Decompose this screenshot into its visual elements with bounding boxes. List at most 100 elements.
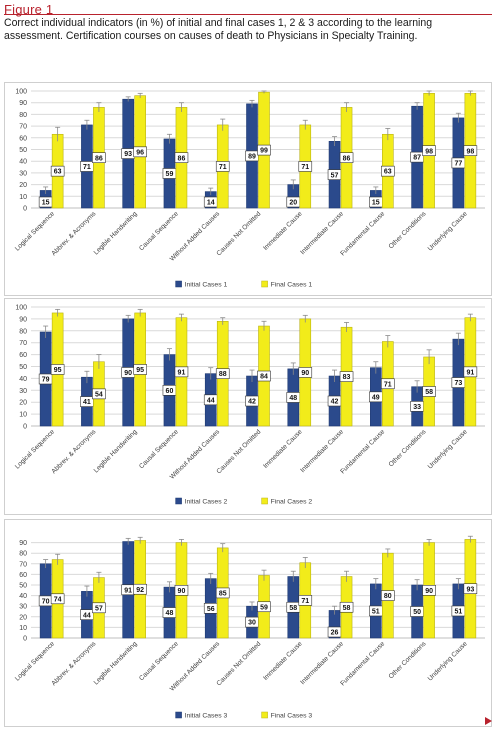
data-label: 96 — [136, 149, 144, 156]
data-label-box — [298, 367, 313, 378]
data-label: 15 — [372, 200, 380, 207]
y-tick-label: 90 — [19, 100, 27, 107]
data-label: 56 — [207, 606, 215, 613]
data-label-box — [215, 161, 230, 172]
data-label: 90 — [425, 588, 433, 595]
title-rule — [4, 14, 492, 15]
data-label-box — [257, 144, 271, 156]
data-label: 49 — [372, 394, 380, 401]
x-category-label: Causal Sequence — [138, 428, 180, 470]
data-label: 86 — [343, 155, 351, 162]
legend-label: Final Cases 3 — [271, 713, 313, 720]
x-category-label: Causes Not Omitted — [215, 210, 262, 257]
x-category-label: Logical Sequence — [14, 640, 56, 682]
data-label: 71 — [301, 164, 309, 171]
y-tick-label: 20 — [19, 182, 27, 189]
data-label: 63 — [384, 169, 392, 176]
data-label-box — [174, 585, 189, 596]
legend-swatch — [175, 497, 182, 505]
y-tick-label: 10 — [19, 412, 27, 419]
data-label: 90 — [301, 370, 309, 377]
data-label-box — [215, 587, 230, 599]
x-category-label: Abbrev. & Acronyms — [50, 210, 97, 257]
legend-label: Final Cases 2 — [271, 499, 313, 506]
data-label: 41 — [83, 399, 91, 406]
data-label-box — [50, 593, 65, 605]
data-label: 91 — [178, 369, 186, 376]
y-tick-label: 70 — [19, 561, 27, 568]
data-label: 84 — [260, 374, 268, 381]
y-tick-label: 80 — [19, 551, 27, 558]
data-label: 57 — [95, 605, 103, 612]
legend-label: Final Cases 1 — [271, 282, 313, 289]
y-tick-label: 50 — [19, 583, 27, 590]
data-label-box — [133, 364, 147, 375]
data-label: 51 — [454, 609, 462, 616]
data-label: 91 — [466, 369, 474, 376]
y-tick-label: 0 — [23, 636, 27, 643]
data-label: 90 — [124, 370, 132, 377]
data-label: 77 — [454, 161, 462, 168]
data-label: 85 — [219, 591, 227, 598]
y-tick-label: 60 — [19, 135, 27, 142]
y-tick-label: 10 — [19, 625, 27, 632]
x-category-label: Underlying Cause — [427, 640, 469, 682]
data-label: 88 — [219, 371, 227, 378]
data-label: 48 — [166, 610, 174, 617]
y-tick-label: 20 — [19, 614, 27, 621]
x-category-label: Underlying Cause — [427, 428, 469, 470]
data-label: 26 — [331, 630, 339, 637]
y-tick-label: 10 — [19, 194, 27, 201]
x-category-label: Other Conditions — [388, 210, 428, 250]
x-category-label: Intermediate Cause — [299, 428, 345, 474]
data-label-box — [422, 386, 436, 397]
x-category-label: Fundamental Cause — [339, 640, 386, 687]
x-category-label: Causes Not Omitted — [215, 428, 262, 475]
data-label-box — [339, 152, 354, 163]
data-label: 20 — [289, 200, 297, 207]
x-category-label: Legible Handwriting — [93, 210, 139, 256]
data-label: 54 — [95, 391, 103, 398]
data-label: 71 — [219, 164, 227, 171]
data-label: 57 — [331, 172, 339, 179]
y-tick-label: 40 — [19, 376, 27, 383]
data-label: 51 — [372, 609, 380, 616]
y-tick-label: 50 — [19, 364, 27, 371]
data-label: 83 — [343, 374, 351, 381]
data-label-box — [339, 601, 354, 613]
data-label-box — [422, 145, 436, 156]
x-category-label: Other Conditions — [388, 428, 428, 468]
y-tick-label: 80 — [19, 112, 27, 119]
data-label: 86 — [178, 155, 186, 162]
y-tick-label: 50 — [19, 147, 27, 154]
data-label: 71 — [301, 598, 309, 605]
data-label-box — [463, 366, 478, 378]
data-label: 98 — [466, 148, 474, 155]
bar-chart-cases-1: 0 10 20 30 40 50 60 70 80 90 100 15 63 Logical Sequen… — [14, 89, 485, 289]
next-page-arrow-icon[interactable] — [485, 717, 492, 725]
data-label-box — [339, 371, 354, 382]
data-label-box — [298, 595, 313, 606]
y-tick-label: 60 — [19, 572, 27, 579]
data-label: 93 — [466, 586, 474, 593]
legend-swatch — [261, 497, 268, 505]
data-label: 86 — [95, 155, 103, 162]
y-tick-label: 60 — [19, 352, 27, 359]
x-category-label: Abbrev. & Acronyms — [50, 640, 97, 687]
legend-swatch — [175, 711, 182, 719]
x-category-label: Causes Not Omitted — [215, 640, 262, 687]
x-category-label: Immediate Cause — [262, 640, 304, 682]
y-tick-label: 30 — [19, 388, 27, 395]
x-category-label: Causal Sequence — [138, 210, 180, 252]
y-tick-label: 90 — [19, 316, 27, 323]
data-label-box — [215, 368, 230, 379]
chart-panel-cases-3: 0 10 20 30 40 50 60 70 80 90 70 74 Logical Sequence 4… — [4, 519, 492, 727]
data-label-box — [381, 378, 395, 390]
x-category-label: Legible Handwriting — [93, 428, 139, 474]
data-label: 90 — [178, 588, 186, 595]
data-label-box — [92, 388, 106, 400]
x-category-label: Immediate Cause — [262, 210, 304, 252]
y-tick-label: 30 — [19, 604, 27, 611]
legend-label: Initial Cases 2 — [185, 499, 228, 506]
data-label: 63 — [54, 169, 62, 176]
